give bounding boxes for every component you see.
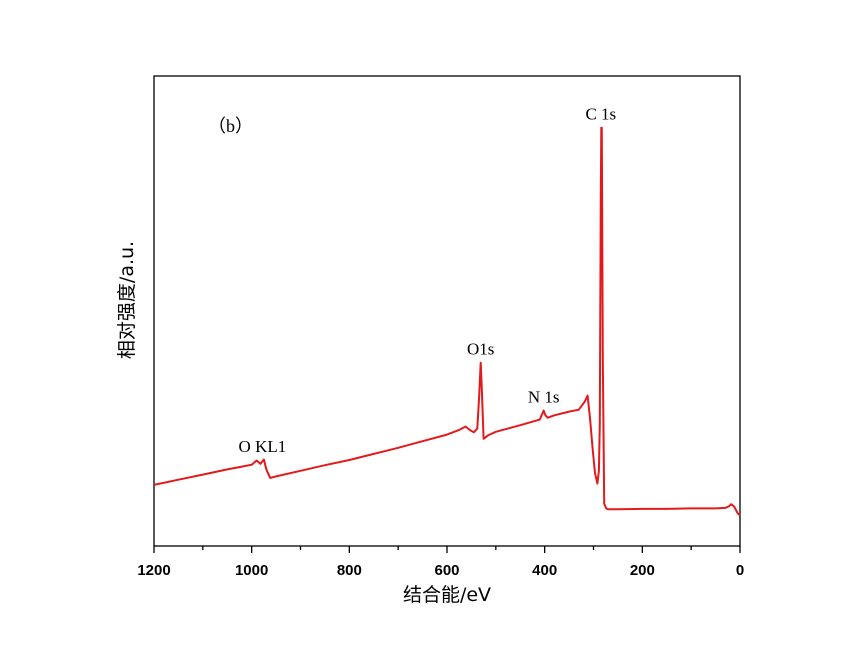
x-tick-label: 800: [337, 562, 362, 579]
peak-annotation: O1s: [467, 340, 494, 359]
x-tick-label: 600: [434, 562, 459, 579]
peak-annotation: N 1s: [528, 388, 560, 407]
x-axis-title: 结合能/eV: [403, 584, 491, 606]
x-tick-label: 1000: [235, 562, 268, 579]
x-tick-label: 1200: [137, 562, 170, 579]
peak-annotation: O KL1: [239, 437, 287, 456]
plot-frame: [153, 75, 741, 547]
panel-label: （b）: [208, 116, 253, 136]
x-tick-label: 200: [630, 562, 655, 579]
x-tick-labels: 1200 1000 800 600 400 200 0: [137, 562, 744, 579]
peak-annotations: C 1s O1s N 1s O KL1: [239, 105, 617, 456]
spectrum-line: [153, 126, 741, 517]
x-ticks: [153, 546, 741, 553]
x-tick-label: 0: [736, 562, 744, 579]
peak-annotation: C 1s: [585, 105, 616, 124]
y-axis-title: 相对强度/a.u.: [116, 241, 138, 359]
x-tick-label: 400: [532, 562, 557, 579]
